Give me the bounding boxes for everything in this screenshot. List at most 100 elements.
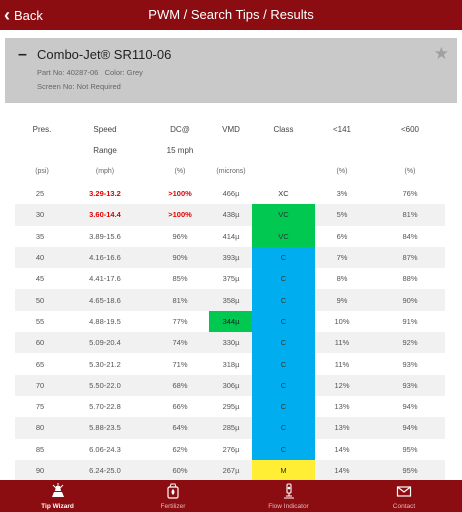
- cell-pres: 65: [35, 359, 45, 369]
- page-title: PWM / Search Tips / Results: [148, 7, 314, 22]
- results-table: 25 3.29-13.2 >100% 466µ XC 3% 76% 30 3.60-14.4 >1…: [15, 183, 445, 482]
- cell-p141: 11%: [334, 338, 350, 348]
- cell-dc: 66%: [172, 402, 188, 412]
- back-label: Back: [14, 7, 43, 23]
- cell-vmd: 276µ: [222, 444, 240, 454]
- cell-speed: 3.29-13.2: [89, 189, 121, 199]
- tab-label: Contact: [392, 503, 416, 510]
- cell-class: C: [252, 417, 315, 439]
- tab-label: Flow Indicator: [268, 503, 309, 510]
- cell-vmd: 358µ: [222, 295, 240, 305]
- cell-vmd: 306µ: [222, 380, 240, 390]
- cell-class: C: [252, 353, 315, 375]
- cell-p600: 93%: [402, 380, 418, 390]
- cell-p600: 84%: [402, 231, 418, 241]
- cell-p141: 11%: [334, 359, 350, 369]
- cell-pres: 55: [35, 316, 45, 326]
- cell-pres: 40: [35, 253, 45, 263]
- tab-contact[interactable]: Contact: [347, 480, 462, 512]
- cell-speed: 4.41-17.6: [89, 274, 121, 284]
- tab-bar: Tip Wizard Fertilizer Flow Indicator Contac…: [0, 480, 462, 512]
- cell-pres: 70: [35, 380, 45, 390]
- cell-dc: 71%: [172, 359, 188, 369]
- cell-p600: 94%: [402, 423, 418, 433]
- cell-p141: 3%: [336, 189, 348, 199]
- cell-speed: 3.60-14.4: [89, 210, 121, 220]
- navigation-bar: ‹ Back PWM / Search Tips / Results: [0, 0, 462, 30]
- cell-dc: 90%: [172, 253, 188, 263]
- cell-p600: 94%: [402, 402, 418, 412]
- table-row: 45 4.41-17.6 85% 375µ C 8% 88%: [15, 268, 445, 290]
- table-row: 55 4.88-19.5 77% 344µ C 10% 91%: [15, 310, 445, 333]
- cell-class: C: [252, 268, 315, 290]
- header-dc: DC@: [170, 125, 190, 134]
- product-color: Color: Grey: [104, 68, 143, 77]
- cell-class: C: [252, 438, 315, 460]
- cell-vmd: 295µ: [222, 402, 240, 412]
- cell-class: M: [252, 459, 315, 482]
- cell-class: C: [252, 332, 315, 354]
- tab-fertilizer[interactable]: Fertilizer: [116, 480, 231, 512]
- unit-vmd: (microns): [216, 168, 246, 175]
- cell-class: VC: [252, 225, 315, 247]
- tab-flow-indicator[interactable]: Flow Indicator: [231, 480, 346, 512]
- unit-pres: (psi): [35, 168, 49, 175]
- tab-tip-wizard[interactable]: Tip Wizard: [0, 480, 115, 512]
- table-row: 85 6.06-24.3 62% 276µ C 14% 95%: [15, 438, 445, 460]
- cell-p141: 14%: [334, 444, 350, 454]
- product-header: – Combo-Jet® SR110-06 Part No: 40287-06 …: [5, 38, 457, 103]
- header-speed-range: Range: [93, 146, 117, 155]
- cell-pres: 30: [35, 210, 45, 220]
- cell-class: C: [252, 395, 315, 418]
- cell-speed: 4.88-19.5: [89, 316, 121, 326]
- favorite-star-icon[interactable]: ★: [433, 44, 449, 63]
- header-p600: <600: [400, 125, 420, 134]
- cell-class: C: [252, 310, 315, 333]
- cell-vmd: 414µ: [222, 231, 240, 241]
- cell-class: C: [252, 289, 315, 311]
- table-row: 75 5.70-22.8 66% 295µ C 13% 94%: [15, 395, 445, 418]
- header-p141: <141: [332, 125, 352, 134]
- tab-label: Fertilizer: [160, 503, 186, 510]
- cell-p600: 93%: [402, 359, 418, 369]
- cell-pres: 75: [35, 402, 45, 412]
- collapse-button[interactable]: –: [18, 46, 27, 63]
- cell-p141: 12%: [334, 380, 350, 390]
- product-name: Combo-Jet® SR110-06: [37, 47, 172, 62]
- table-row: 50 4.65-18.6 81% 358µ C 9% 90%: [15, 289, 445, 311]
- cell-vmd: 318µ: [222, 359, 240, 369]
- cell-p141: 10%: [334, 316, 350, 326]
- cell-dc: >100%: [168, 189, 192, 199]
- cell-speed: 5.88-23.5: [89, 423, 121, 433]
- cell-speed: 6.24-25.0: [89, 466, 121, 475]
- cell-speed: 5.50-22.0: [89, 380, 121, 390]
- cell-dc: 64%: [172, 423, 188, 433]
- cell-dc: 81%: [172, 295, 188, 305]
- cell-p600: 87%: [402, 253, 418, 263]
- cell-vmd: 344µ: [209, 310, 253, 333]
- cell-p600: 88%: [402, 274, 418, 284]
- cell-pres: 80: [35, 423, 45, 433]
- cell-dc: >100%: [168, 210, 192, 220]
- cell-speed: 5.70-22.8: [89, 402, 121, 412]
- cell-p600: 91%: [402, 316, 418, 326]
- cell-p141: 13%: [334, 423, 350, 433]
- cell-class: C: [252, 374, 315, 396]
- cell-dc: 60%: [172, 466, 188, 475]
- back-button[interactable]: ‹ Back: [4, 0, 43, 30]
- cell-p600: 95%: [402, 466, 418, 475]
- table-row: 80 5.88-23.5 64% 285µ C 13% 94%: [15, 417, 445, 439]
- cell-p600: 81%: [402, 210, 418, 220]
- table-row: 35 3.89-15.6 96% 414µ VC 6% 84%: [15, 225, 445, 247]
- cell-p600: 76%: [402, 189, 418, 199]
- table-row: 60 5.09-20.4 74% 330µ C 11% 92%: [15, 332, 445, 354]
- cell-p141: 14%: [334, 466, 350, 475]
- cell-p141: 8%: [336, 274, 348, 284]
- cell-vmd: 267µ: [222, 466, 240, 475]
- cell-vmd: 438µ: [222, 210, 240, 220]
- header-dc-speed: 15 mph: [166, 146, 194, 155]
- header-pres: Pres.: [32, 125, 52, 134]
- part-number: Part No: 40287-06: [37, 68, 99, 77]
- cell-speed: 5.30-21.2: [89, 359, 121, 369]
- cell-pres: 85: [35, 444, 45, 454]
